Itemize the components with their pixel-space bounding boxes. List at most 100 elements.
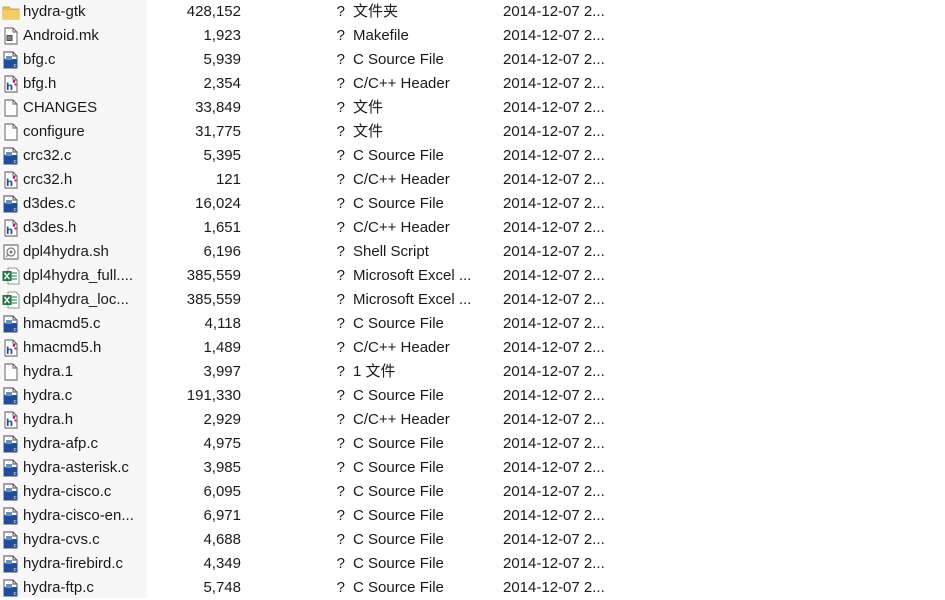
file-row[interactable]: c d3des.c 16,024? C Source File 2014-12-07 … — [0, 192, 945, 216]
file-icon-cell: c — [2, 48, 20, 72]
file-attribute: ? — [336, 99, 345, 116]
file-icon-cell — [2, 24, 20, 48]
file-row[interactable]: dpl4hydra_full.... 385,559? Microsoft Exce… — [0, 264, 945, 288]
file-type: 文件夹 — [353, 3, 399, 20]
file-attribute: ? — [336, 3, 345, 20]
file-row[interactable]: h bfg.h 2,354? C/C++ Header 2014-12-07 2... — [0, 72, 945, 96]
file-name[interactable]: hydra.c — [23, 387, 73, 404]
file-name[interactable]: hydra-firebird.c — [23, 555, 124, 572]
file-size: 3,985 — [203, 459, 241, 476]
file-row[interactable]: c hydra-firebird.c 4,349? C Source File 201… — [0, 552, 945, 576]
file-attribute: ? — [336, 195, 345, 212]
file-name[interactable]: crc32.c — [23, 147, 72, 164]
file-type: C Source File — [353, 483, 444, 500]
file-row[interactable]: c hydra-cisco.c 6,095? C Source File 2014-1… — [0, 480, 945, 504]
file-date-modified: 2014-12-07 2... — [503, 51, 605, 68]
file-attribute: ? — [336, 363, 345, 380]
file-row[interactable]: configure 31,775? 文件 2014-12-07 2... — [0, 120, 945, 144]
file-date-modified: 2014-12-07 2... — [503, 291, 605, 308]
file-name[interactable]: d3des.h — [23, 219, 77, 236]
file-name[interactable]: configure — [23, 123, 85, 140]
file-name[interactable]: dpl4hydra.sh — [23, 243, 109, 260]
file-row[interactable]: c hmacmd5.c 4,118? C Source File 2014-12-07… — [0, 312, 945, 336]
file-row[interactable]: dpl4hydra_loc... 385,559? Microsoft Excel … — [0, 288, 945, 312]
file-icon-cell — [2, 264, 20, 288]
file-name[interactable]: hydra-ftp.c — [23, 579, 94, 596]
file-row[interactable]: c bfg.c 5,939? C Source File 2014-12-07 2..… — [0, 48, 945, 72]
file-name[interactable]: hydra-asterisk.c — [23, 459, 129, 476]
file-row[interactable]: c hydra.c 191,330? C Source File 2014-12-07… — [0, 384, 945, 408]
c-source-icon: c — [2, 459, 20, 477]
file-icon-cell — [2, 360, 20, 384]
file-name[interactable]: hydra-cvs.c — [23, 531, 100, 548]
file-date-modified: 2014-12-07 2... — [503, 171, 605, 188]
makefile-icon — [2, 27, 20, 45]
file-name[interactable]: hydra-cisco-en... — [23, 507, 134, 524]
file-row[interactable]: h hmacmd5.h 1,489? C/C++ Header 2014-12-07 … — [0, 336, 945, 360]
file-size: 2,354 — [203, 75, 241, 92]
file-name[interactable]: hydra-afp.c — [23, 435, 99, 452]
file-name[interactable]: dpl4hydra_loc... — [23, 291, 129, 308]
file-attribute: ? — [336, 27, 345, 44]
file-date-modified: 2014-12-07 2... — [503, 219, 605, 236]
svg-text:c: c — [14, 327, 17, 333]
file-size: 191,330 — [186, 387, 241, 404]
file-row[interactable]: c crc32.c 5,395? C Source File 2014-12-07 2… — [0, 144, 945, 168]
file-size: 121 — [215, 171, 241, 188]
c-source-icon: c — [2, 507, 20, 525]
file-name[interactable]: d3des.c — [23, 195, 76, 212]
file-row[interactable]: dpl4hydra.sh 6,196? Shell Script 2014-12-07… — [0, 240, 945, 264]
file-name[interactable]: Android.mk — [23, 27, 99, 44]
file-date-modified: 2014-12-07 2... — [503, 267, 605, 284]
file-icon-cell: c — [2, 480, 20, 504]
file-date-modified: 2014-12-07 2... — [503, 483, 605, 500]
file-row[interactable]: h crc32.h 121? C/C++ Header 2014-12-07 2... — [0, 168, 945, 192]
file-row[interactable]: hydra-gtk 428,152? 文件夹 2014-12-07 2... — [0, 0, 945, 24]
file-type: C/C++ Header — [353, 339, 450, 356]
file-name[interactable]: crc32.h — [23, 171, 73, 188]
file-icon-cell: c — [2, 528, 20, 552]
file-attribute: ? — [336, 315, 345, 332]
file-date-modified: 2014-12-07 2... — [503, 27, 605, 44]
file-row[interactable]: c hydra-cisco-en... 6,971? C Source File 20… — [0, 504, 945, 528]
file-row[interactable]: CHANGES 33,849? 文件 2014-12-07 2... — [0, 96, 945, 120]
file-row[interactable]: h d3des.h 1,651? C/C++ Header 2014-12-07 2.… — [0, 216, 945, 240]
file-type: C Source File — [353, 315, 444, 332]
file-attribute: ? — [336, 147, 345, 164]
file-name[interactable]: bfg.c — [23, 51, 56, 68]
file-date-modified: 2014-12-07 2... — [503, 555, 605, 572]
file-name[interactable]: dpl4hydra_full.... — [23, 267, 134, 284]
file-size: 33,849 — [195, 99, 241, 116]
file-type: C Source File — [353, 435, 444, 452]
file-row[interactable]: c hydra-afp.c 4,975? C Source File 2014-12-… — [0, 432, 945, 456]
file-name[interactable]: hydra.h — [23, 411, 74, 428]
file-name[interactable]: hydra.1 — [23, 363, 74, 380]
file-row[interactable]: hydra.1 3,997? 1 文件 2014-12-07 2... — [0, 360, 945, 384]
file-date-modified: 2014-12-07 2... — [503, 147, 605, 164]
c-source-icon: c — [2, 195, 20, 213]
file-row[interactable]: Android.mk 1,923? Makefile 2014-12-07 2... — [0, 24, 945, 48]
file-row[interactable]: c hydra-cvs.c 4,688? C Source File 2014-12-… — [0, 528, 945, 552]
file-icon-cell — [2, 0, 20, 24]
file-name[interactable]: hydra-gtk — [23, 3, 86, 20]
file-attribute: ? — [336, 411, 345, 428]
file-row[interactable]: c hydra-ftp.c 5,748? C Source File 2014-12-… — [0, 576, 945, 600]
file-name[interactable]: hydra-cisco.c — [23, 483, 112, 500]
file-row[interactable]: h hydra.h 2,929? C/C++ Header 2014-12-07 2.… — [0, 408, 945, 432]
file-type: C Source File — [353, 51, 444, 68]
file-attribute: ? — [336, 123, 345, 140]
file-date-modified: 2014-12-07 2... — [503, 411, 605, 428]
file-date-modified: 2014-12-07 2... — [503, 531, 605, 548]
file-size: 5,939 — [203, 51, 241, 68]
c-header-icon: h — [2, 171, 20, 189]
file-name[interactable]: hmacmd5.c — [23, 315, 101, 332]
file-date-modified: 2014-12-07 2... — [503, 123, 605, 140]
file-name[interactable]: bfg.h — [23, 75, 57, 92]
file-type: 文件 — [353, 123, 384, 140]
file-name[interactable]: CHANGES — [23, 99, 98, 116]
file-row[interactable]: c hydra-asterisk.c 3,985? C Source File 201… — [0, 456, 945, 480]
file-name[interactable]: hmacmd5.h — [23, 339, 102, 356]
file-icon-cell: c — [2, 576, 20, 600]
c-source-icon: c — [2, 531, 20, 549]
